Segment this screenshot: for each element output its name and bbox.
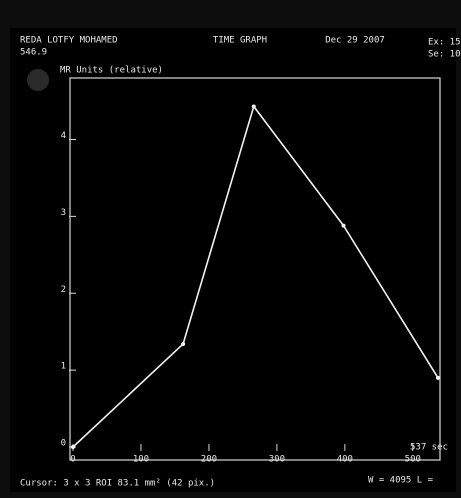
y-tick-label: 0 [61, 439, 66, 449]
sequence-info: Se: 100 [428, 50, 461, 60]
x-tick-label: 100 [133, 455, 149, 465]
x-tick-label: 400 [337, 455, 353, 465]
x-end-label: 537 sec [410, 443, 448, 453]
y-tick-label: 1 [61, 362, 66, 372]
x-tick-label: 500 [405, 455, 421, 465]
footer-left: Cursor: 3 x 3 ROI 83.1 mm² (42 pix.) [20, 479, 215, 489]
x-tick-label: 200 [201, 455, 217, 465]
sequence-info: Ex: 1500 [428, 38, 461, 48]
x-tick-label: 0 [70, 455, 75, 465]
screen: REDA LOTFY MOHAMED 546.9 TIME GRAPH Dec … [0, 0, 461, 498]
chart-title: TIME GRAPH [213, 36, 267, 46]
footer-right: W = 4095 L = [368, 476, 434, 486]
icon [27, 69, 49, 91]
slice: 546.9 [20, 48, 47, 58]
y-tick-label: 3 [61, 208, 66, 218]
data-point [436, 376, 440, 380]
date: Dec 29 2007 [325, 36, 385, 46]
data-point [252, 104, 256, 108]
data-point [341, 224, 345, 228]
data-point [71, 445, 75, 449]
patient-name: REDA LOTFY MOHAMED [20, 36, 118, 46]
y-tick-label: 2 [61, 285, 66, 295]
data-point [181, 342, 185, 346]
monitor [10, 28, 456, 492]
y-tick-label: 4 [61, 131, 66, 141]
y-axis-label: MR Units (relative) [60, 66, 163, 76]
x-tick-label: 300 [269, 455, 285, 465]
